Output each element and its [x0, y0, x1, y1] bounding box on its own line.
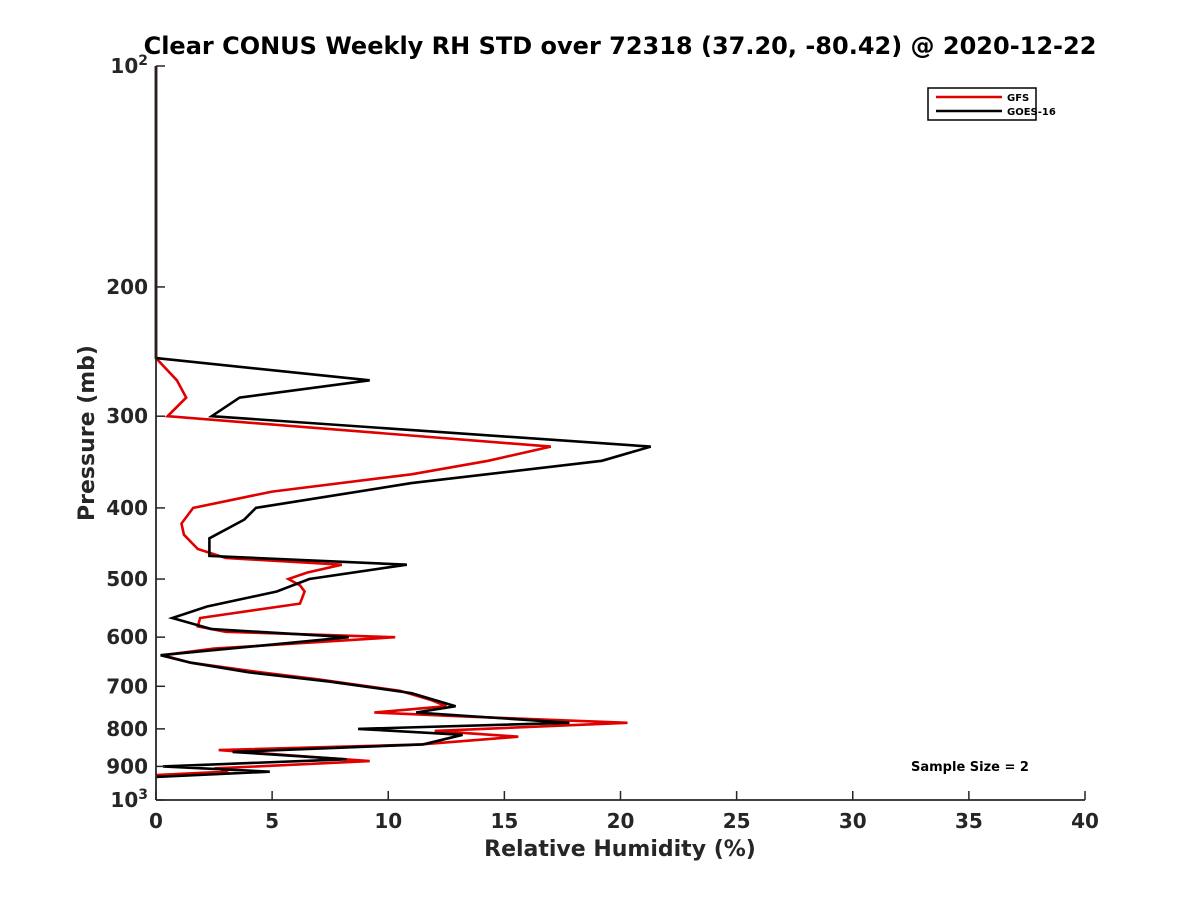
x-tick-label: 0 — [149, 809, 163, 833]
x-axis-label: Relative Humidity (%) — [484, 837, 756, 862]
y-tick-label: 500 — [106, 567, 148, 591]
y-tick-label: 103 — [110, 787, 148, 812]
y-axis-ticks: 102 200 300 400 500 600 700 800 900 103 — [106, 53, 165, 812]
y-axis-label: Pressure (mb) — [75, 345, 100, 521]
y-tick-label: 300 — [106, 404, 148, 428]
legend: GFS GOES-16 — [927, 87, 1056, 121]
y-tick-label: 900 — [106, 754, 148, 778]
y-tick-label: 200 — [106, 275, 148, 299]
legend-label-goes16: GOES-16 — [1007, 107, 1056, 118]
series-line-goes16 — [154, 66, 652, 779]
x-tick-label: 35 — [955, 809, 983, 833]
x-tick-label: 30 — [839, 809, 867, 833]
x-tick-label: 25 — [723, 809, 751, 833]
x-axis-ticks: 0 5 10 15 20 25 30 35 40 — [149, 791, 1099, 833]
y-tick-label: 700 — [106, 674, 148, 698]
y-tick-label: 600 — [106, 625, 148, 649]
legend-box — [927, 87, 1037, 121]
chart-title: Clear CONUS Weekly RH STD over 72318 (37… — [144, 32, 1097, 60]
legend-label-gfs: GFS — [1007, 93, 1029, 104]
sample-size-annotation: Sample Size = 2 — [911, 760, 1029, 775]
x-tick-label: 10 — [374, 809, 402, 833]
plot-area — [154, 66, 652, 779]
x-tick-label: 20 — [607, 809, 635, 833]
x-tick-label: 15 — [490, 809, 518, 833]
y-tick-label: 800 — [106, 717, 148, 741]
y-tick-label: 102 — [110, 53, 148, 78]
x-tick-label: 5 — [265, 809, 279, 833]
y-tick-label: 400 — [106, 496, 148, 520]
x-tick-label: 40 — [1071, 809, 1099, 833]
